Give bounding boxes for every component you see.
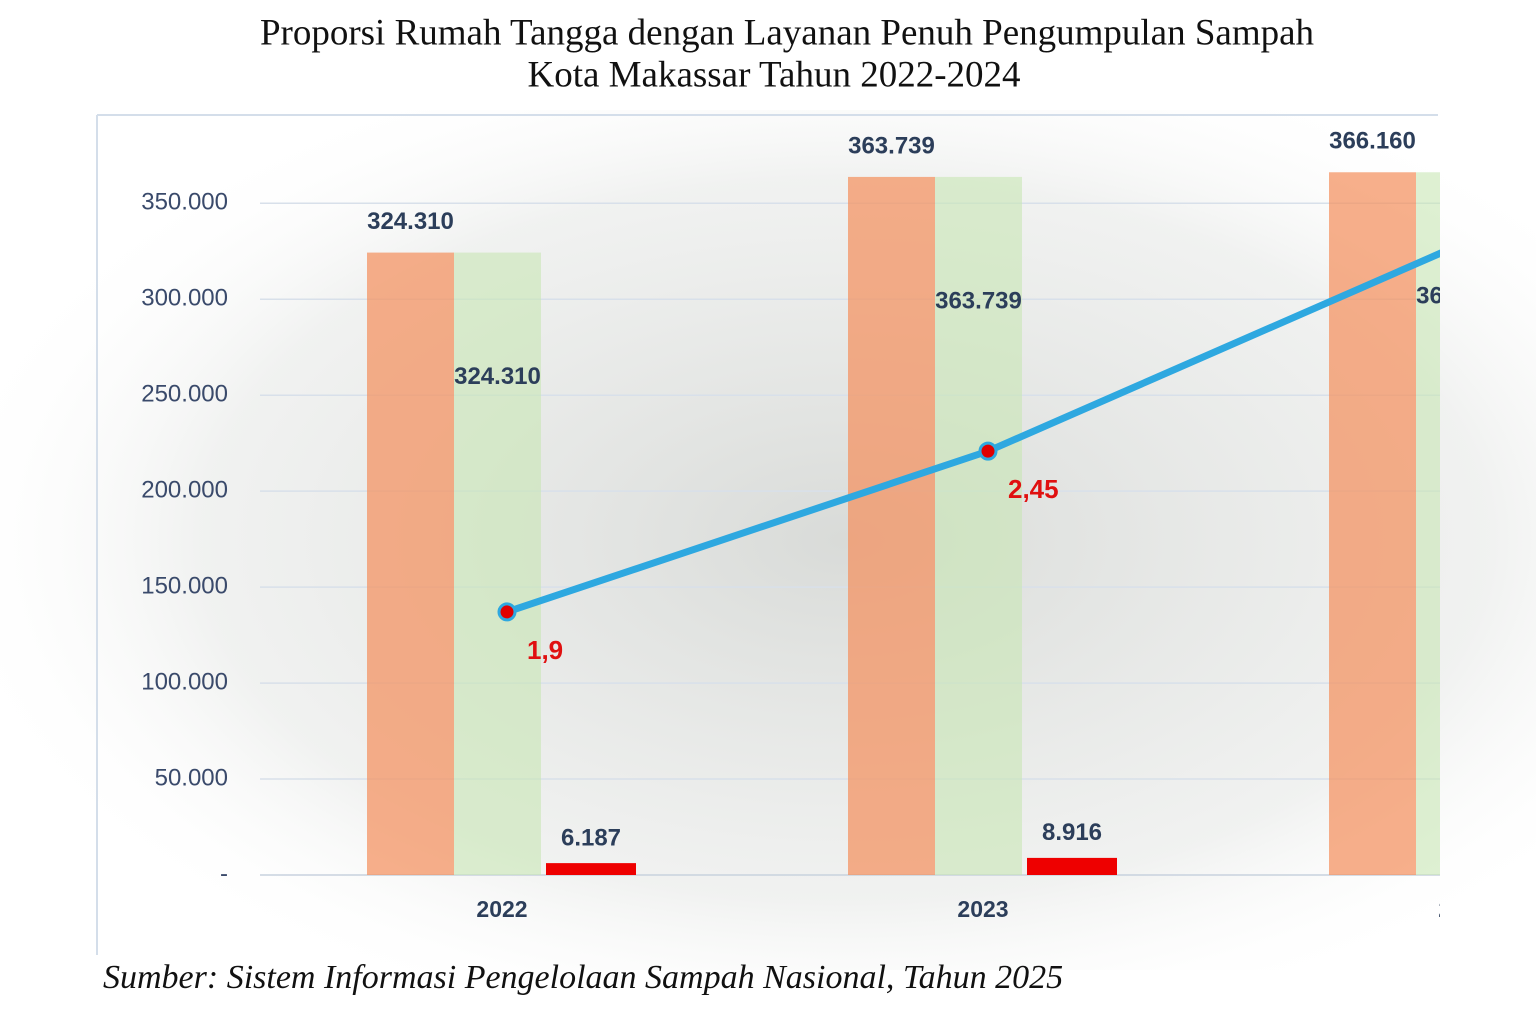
line-point — [497, 602, 517, 622]
bar — [1329, 172, 1416, 876]
value-label: 8.916 — [1042, 819, 1102, 846]
x-tick-label: 2022 — [476, 896, 527, 922]
bar — [1027, 857, 1117, 875]
value-label: 324.310 — [454, 363, 541, 390]
bar — [935, 176, 1022, 876]
chart-title: Proporsi Rumah Tangga dengan Layanan Pen… — [260, 12, 1315, 53]
line-label: 2,45 — [1008, 474, 1059, 504]
y-tick-label: 150.000 — [141, 572, 228, 599]
background-photo — [0, 110, 1536, 970]
x-tick-label: 2024 — [1438, 896, 1489, 922]
bar — [367, 252, 454, 876]
y-tick-label: 350.000 — [141, 189, 228, 216]
value-label: 363.739 — [935, 287, 1022, 314]
y-tick-label: - — [220, 860, 228, 887]
plot-area: 2022 2023 2024 324.310 363.739 366.160 324.310… — [260, 128, 1503, 922]
line-point — [978, 441, 998, 461]
value-label: 324.310 — [367, 208, 454, 235]
x-tick-label: 2023 — [957, 896, 1008, 922]
y-tick-label: 100.000 — [141, 668, 228, 695]
value-label: 363.739 — [848, 132, 935, 159]
source-note: Sumber: Sistem Informasi Pengelolaan Sam… — [103, 959, 1063, 996]
y-tick-label: 300.000 — [141, 285, 228, 312]
y-tick-label: 200.000 — [141, 477, 228, 504]
value-label: 366.160 — [1416, 283, 1503, 310]
y-tick-label: 250.000 — [141, 381, 228, 408]
chart-subtitle: Kota Makassar Tahun 2022-2024 — [527, 54, 1020, 95]
value-label: 6.187 — [561, 824, 621, 851]
bar — [848, 176, 935, 876]
bar — [1416, 172, 1440, 876]
line-label: 1,9 — [527, 635, 563, 665]
bar — [454, 252, 541, 876]
bar — [546, 863, 636, 875]
y-tick-label: 50.000 — [155, 764, 228, 791]
value-label: 366.160 — [1329, 128, 1416, 155]
